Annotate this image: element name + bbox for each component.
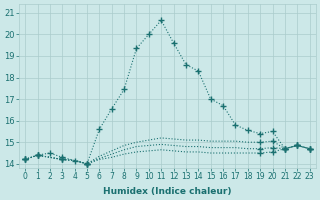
X-axis label: Humidex (Indice chaleur): Humidex (Indice chaleur) [103, 187, 232, 196]
